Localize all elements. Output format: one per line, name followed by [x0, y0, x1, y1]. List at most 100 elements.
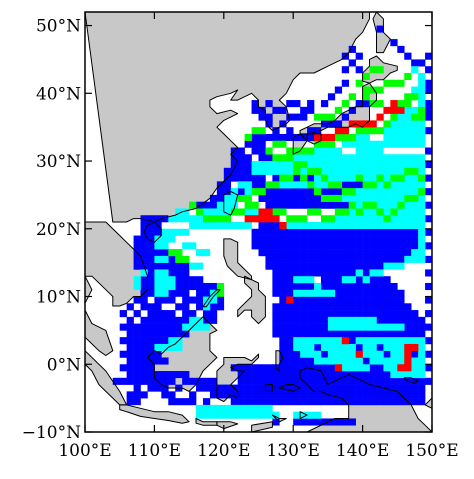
data-cell-low: [376, 296, 384, 304]
data-cell-high: [314, 113, 322, 121]
data-cell-low: [320, 310, 329, 318]
data-cell-medium: [293, 411, 301, 419]
data-cell-low: [133, 296, 141, 304]
data-cell-high: [390, 79, 398, 87]
data-cell-low: [147, 343, 155, 352]
data-cell-medium: [397, 167, 405, 175]
data-cell-medium: [334, 167, 343, 175]
data-cell-low: [411, 350, 419, 358]
data-cell-low: [244, 140, 252, 148]
data-cell-low: [119, 337, 127, 345]
data-cell-low: [397, 296, 405, 304]
data-cell-medium: [411, 337, 419, 345]
data-cell-medium: [362, 161, 370, 169]
data-cell-low: [126, 364, 134, 372]
data-cell-low: [314, 296, 322, 304]
data-cell-medium: [279, 167, 287, 175]
data-cell-low: [390, 235, 398, 243]
data-cell-low: [425, 215, 432, 223]
data-cell-medium: [418, 228, 426, 236]
x-tick-label: 140°E: [336, 441, 389, 461]
data-cell-low: [272, 418, 280, 426]
data-cell-low: [147, 249, 155, 257]
data-cell-high: [369, 201, 377, 209]
data-cell-low: [293, 316, 301, 324]
data-cell-low: [196, 282, 204, 291]
data-cell-low: [362, 100, 370, 108]
data-cell-medium: [411, 127, 419, 135]
data-cell-low: [140, 357, 148, 365]
data-cell-low: [154, 330, 162, 338]
data-cell-low: [161, 330, 169, 338]
data-cell-low: [327, 377, 336, 385]
data-cell-medium: [397, 140, 405, 148]
data-cell-low: [293, 188, 301, 196]
data-cell-medium: [293, 343, 301, 352]
data-cell-low: [279, 282, 287, 291]
data-cell-low: [230, 174, 238, 182]
data-cell-medium: [182, 323, 190, 331]
data-cell-low: [279, 269, 287, 277]
data-cell-medium: [390, 222, 398, 230]
data-cell-low: [307, 255, 315, 263]
data-cell-low: [348, 249, 356, 257]
data-cell-medium: [182, 215, 190, 223]
data-cell-medium: [230, 411, 238, 419]
data-cell-low: [383, 391, 391, 399]
data-cell-medium: [418, 357, 426, 365]
data-cell-low: [369, 255, 377, 263]
data-cell-high: [272, 181, 280, 189]
data-cell-low: [279, 377, 287, 385]
data-cell-low: [140, 364, 148, 372]
data-cell-low: [279, 106, 287, 114]
data-cell-medium: [265, 411, 273, 419]
coastline: [424, 390, 432, 409]
data-cell-low: [411, 228, 419, 236]
data-cell-low: [369, 310, 377, 318]
data-cell-high: [272, 154, 280, 162]
data-cell-low: [258, 140, 266, 148]
data-cell-medium: [390, 371, 398, 379]
data-cell-very-high: [376, 113, 384, 121]
coastline: [119, 404, 190, 424]
data-cell-low: [133, 343, 141, 352]
data-cell-medium: [404, 174, 412, 182]
data-cell-medium: [320, 147, 329, 155]
data-cell-low: [258, 364, 266, 372]
data-cell-low: [320, 282, 329, 291]
data-cell-low: [161, 249, 169, 257]
data-cell-medium: [279, 181, 287, 189]
data-cell-low: [279, 398, 287, 406]
data-cell-low: [279, 350, 287, 358]
data-cell-medium: [272, 167, 280, 175]
data-cell-medium: [362, 364, 370, 372]
data-cell-medium: [154, 242, 162, 250]
data-cell-high: [279, 208, 287, 216]
data-cell-low: [383, 316, 391, 324]
data-cell-low: [390, 391, 398, 399]
data-cell-low: [293, 377, 301, 385]
data-cell-medium: [383, 343, 391, 352]
data-cell-low: [286, 357, 294, 365]
data-cell-low: [196, 289, 204, 297]
data-cell-low: [327, 188, 336, 196]
data-cell-low: [147, 323, 155, 331]
data-cell-low: [251, 100, 259, 108]
data-cell-medium: [320, 222, 329, 230]
data-cell-medium: [293, 154, 301, 162]
data-cell-low: [327, 242, 336, 250]
data-cell-low: [425, 174, 432, 182]
data-cell-high: [376, 174, 384, 182]
data-cell-low: [147, 303, 155, 311]
data-cell-low: [307, 249, 315, 257]
data-cell-low: [341, 113, 350, 121]
data-cell-high: [182, 255, 190, 263]
data-cell-low: [425, 228, 432, 236]
data-cell-medium: [196, 222, 204, 230]
data-cell-medium: [369, 323, 377, 331]
data-cell-low: [133, 255, 141, 263]
data-cell-high: [397, 201, 405, 209]
data-cell-high: [404, 100, 412, 108]
data-cell-low: [334, 371, 343, 379]
data-cell-low: [126, 323, 134, 331]
